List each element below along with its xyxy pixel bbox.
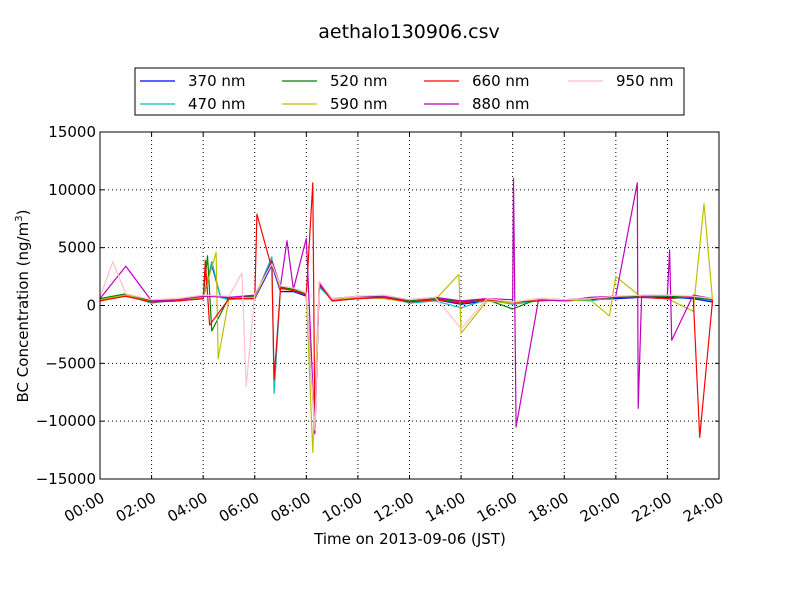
series-line — [99, 177, 713, 435]
x-tick-labels: 00:00 02:00 04:00 06:00 08:00 10:00 12:00 14:00… — [61, 489, 726, 526]
legend-box — [134, 67, 685, 116]
y-tick-labels: −15000 −10000 −5000 0 5000 10000 15000 — [36, 123, 96, 488]
y-axis-label-main: BC Concentration (ng/m — [14, 222, 32, 403]
grid-layer — [100, 132, 719, 479]
legend-label: 660 nm — [472, 72, 530, 90]
y-tick-label: −5000 — [45, 354, 96, 372]
tick-layer — [99, 131, 720, 480]
y-tick-label: 15000 — [48, 123, 96, 141]
x-tick-label: 20:00 — [577, 489, 623, 526]
y-axis-label-end: ) — [14, 210, 32, 216]
y-tick-label: 10000 — [48, 181, 96, 199]
x-tick-label: 00:00 — [61, 489, 107, 526]
y-axis-label-sup: 3 — [14, 215, 25, 221]
legend-items: 370 nm 470 nm 520 nm 590 nm 660 nm 880 nm 950 … — [140, 72, 674, 113]
series-line — [99, 260, 713, 431]
x-axis-label: Time on 2013-09-06 (JST) — [313, 530, 506, 548]
series-line — [99, 256, 713, 434]
legend-label: 370 nm — [188, 72, 246, 90]
y-tick-label: 5000 — [58, 239, 96, 257]
x-tick-label: 24:00 — [680, 489, 726, 526]
x-tick-label: 16:00 — [474, 489, 520, 526]
x-tick-label: 04:00 — [164, 489, 210, 526]
y-tick-label: −10000 — [36, 412, 96, 430]
y-tick-label: 0 — [86, 297, 96, 315]
y-tick-label: −15000 — [36, 470, 96, 488]
legend-label: 950 nm — [616, 72, 674, 90]
series-line — [99, 264, 713, 428]
series-layer — [99, 177, 714, 453]
x-tick-label: 08:00 — [267, 489, 313, 526]
legend-label: 470 nm — [188, 95, 246, 113]
legend-label: 520 nm — [330, 72, 388, 90]
x-tick-label: 06:00 — [216, 489, 262, 526]
legend: 370 nm 470 nm 520 nm 590 nm 660 nm 880 nm 950 … — [134, 67, 685, 116]
series-line — [99, 203, 714, 453]
y-axis-label: BC Concentration (ng/m3) — [14, 210, 32, 403]
x-tick-label: 02:00 — [113, 489, 159, 526]
x-tick-label: 12:00 — [371, 489, 417, 526]
x-tick-label: 18:00 — [525, 489, 571, 526]
chart-title: aethalo130906.csv — [318, 21, 500, 43]
x-tick-label: 10:00 — [319, 489, 365, 526]
x-tick-label: 22:00 — [629, 489, 675, 526]
legend-label: 590 nm — [330, 95, 388, 113]
legend-label: 880 nm — [472, 95, 530, 113]
x-tick-label: 14:00 — [422, 489, 468, 526]
series-line — [99, 182, 714, 438]
